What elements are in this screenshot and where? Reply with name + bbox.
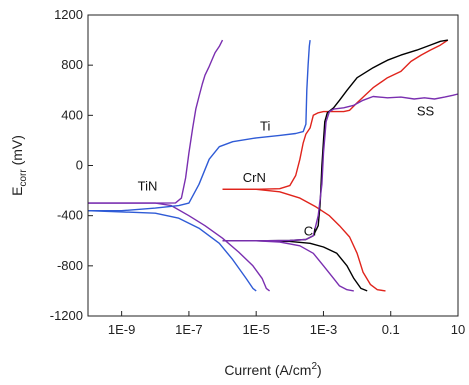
- series-line-branch-7: [222, 240, 368, 292]
- y-tick-label: 400: [61, 107, 83, 122]
- series-line-tin: [88, 39, 224, 204]
- series-line-branch-9: [222, 240, 354, 292]
- x-tick-label: 0.1: [382, 322, 400, 337]
- y-tick-label: 1200: [54, 7, 83, 22]
- series-label-ss: SS: [417, 103, 435, 118]
- series-label-crn: CrN: [243, 170, 266, 185]
- x-tick-label: 1E-7: [175, 322, 202, 337]
- y-axis-label-sub: corr: [18, 169, 29, 187]
- series-labels: TiN Ti CrN Cr SS: [138, 103, 435, 238]
- x-tick-label: 1E-5: [242, 322, 269, 337]
- y-tick-label: -1200: [50, 308, 83, 323]
- y-axis-label: Ecorr (mV): [9, 135, 29, 196]
- series-line-ss: [222, 93, 459, 242]
- series-line-cr: [222, 39, 449, 242]
- y-tick-label: 0: [76, 158, 83, 173]
- series-line-branch-1: [88, 202, 271, 292]
- plot-frame: [87, 14, 459, 317]
- x-tick-label: 1E-3: [310, 322, 337, 337]
- x-axis-label-end: ): [317, 362, 322, 378]
- series-line-ti: [88, 40, 311, 212]
- x-axis-label: Current (A/cm2): [224, 361, 321, 378]
- y-axis-ticks: 1200 800 400 0 -400 -800 -1200: [50, 7, 93, 323]
- series-line-branch-3: [87, 210, 257, 292]
- series-label-tin: TiN: [138, 179, 158, 194]
- series-line-crn: [222, 39, 449, 190]
- y-tick-label: -800: [57, 258, 83, 273]
- y-tick-label: -400: [57, 208, 83, 223]
- y-axis-label-end: (mV): [9, 135, 25, 169]
- y-axis-label-main: E: [9, 187, 25, 196]
- x-axis-label-main: Current (A/cm: [224, 362, 311, 378]
- x-axis-ticks: 1E-9 1E-7 1E-5 1E-3 0.1 10: [108, 311, 465, 337]
- y-tick-label: 800: [61, 57, 83, 72]
- series-layer: [87, 39, 459, 292]
- series-line-branch-5: [222, 188, 386, 292]
- series-label-ti: Ti: [260, 118, 270, 133]
- x-axis-label-sup: 2: [311, 361, 317, 372]
- x-tick-label: 10: [451, 322, 465, 337]
- series-label-cr: Cr: [304, 224, 318, 239]
- x-tick-label: 1E-9: [108, 322, 135, 337]
